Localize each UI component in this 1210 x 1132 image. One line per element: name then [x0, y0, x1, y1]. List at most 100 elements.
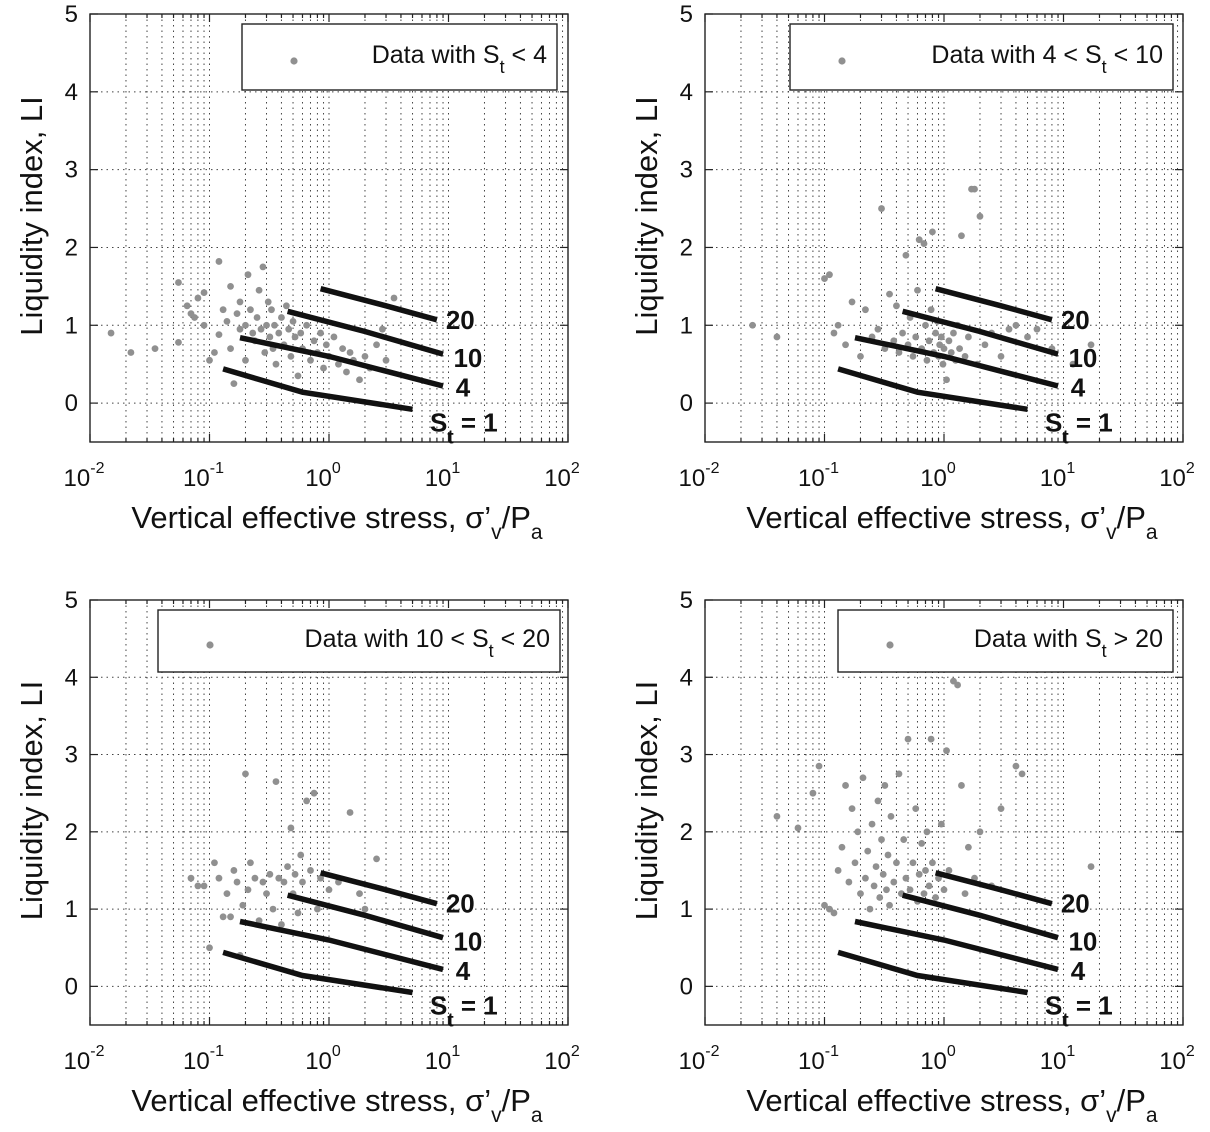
data-point [320, 364, 327, 372]
data-point [945, 337, 953, 345]
data-point [866, 905, 874, 913]
ticks [89, 13, 569, 442]
data-point [890, 337, 898, 345]
data-point [282, 302, 290, 310]
data-point [263, 321, 270, 329]
data-point [1012, 762, 1020, 770]
data-point [266, 870, 274, 878]
legend-label-prefix: Data with [974, 625, 1085, 653]
data-point [390, 294, 398, 302]
x-tick-base: 10 [305, 465, 332, 492]
data-point [862, 306, 869, 314]
data-point [291, 870, 299, 878]
x-tick-label: 100 [920, 1043, 956, 1075]
data-point [183, 302, 191, 310]
data-point [895, 770, 903, 778]
data-point [961, 890, 969, 898]
curve-label: 10 [453, 343, 482, 373]
sensitivity-curve [319, 870, 438, 907]
data-point [920, 890, 928, 898]
data-point [915, 870, 923, 878]
x-tick-base: 10 [544, 1048, 571, 1075]
y-axis-label: Liquidity index, LI [14, 96, 49, 336]
data-point [303, 321, 311, 329]
sensitivity-curve [934, 870, 1053, 907]
y-tick-label: 3 [680, 157, 693, 184]
x-axis-label-main: Vertical effective stress, σ’ [131, 1083, 491, 1118]
data-point [958, 782, 965, 789]
y-tick-label: 4 [680, 79, 693, 106]
curve-label: St = 1 [430, 991, 498, 1032]
data-point [878, 205, 885, 212]
data-point [275, 874, 283, 882]
sensitivity-curve [286, 892, 444, 941]
x-tick-base: 10 [1159, 1048, 1186, 1075]
data-point [947, 349, 955, 356]
data-point [264, 298, 272, 306]
data-point [902, 251, 910, 259]
legend-label-prefix: Data with 10 < [305, 625, 472, 653]
curve-label-value: 10 [1068, 927, 1097, 957]
x-axis-label-sub: a [1146, 1104, 1158, 1127]
data-point [864, 847, 872, 855]
curve-label-value: 20 [446, 305, 475, 335]
x-tick-label: 100 [305, 460, 341, 492]
x-tick-base: 10 [64, 465, 91, 492]
data-point [874, 325, 882, 333]
x-tick-label: 10-1 [183, 1043, 224, 1075]
data-point [206, 356, 213, 364]
legend-label-sub: t [489, 641, 494, 661]
sensitivity-curve [934, 286, 1053, 323]
x-axis-label-sub: v [491, 521, 502, 544]
data-point [280, 878, 288, 886]
legend: Data with St > 20 [837, 609, 1174, 673]
legend: Data with 10 < St < 20 [157, 609, 561, 673]
curve-label-var: S [1045, 408, 1062, 438]
data-point [200, 882, 208, 890]
curve-label-value: 10 [453, 343, 482, 373]
data-point [834, 867, 842, 874]
data-point [322, 341, 330, 349]
data-point [278, 314, 285, 321]
sensitivity-curve [222, 949, 413, 996]
data-point [884, 851, 892, 859]
data-point [925, 882, 933, 890]
sensitivity-curve [901, 892, 1059, 941]
data-point [958, 232, 965, 240]
data-point [1012, 321, 1020, 329]
legend-label-var: S [1085, 625, 1102, 653]
curve-label-value: 4 [456, 373, 471, 403]
curve-label-value: 20 [1061, 305, 1090, 335]
sensitivity-curve [837, 366, 1028, 413]
x-tick-exponent: 2 [1186, 460, 1195, 477]
curve-label-value: 10 [1068, 343, 1097, 373]
x-axis-label: Vertical effective stress, σ’v/Pa [746, 500, 1158, 544]
y-axis-label: Liquidity index, LI [629, 96, 664, 336]
y-axis-label: Liquidity index, LI [14, 681, 49, 921]
curve-label-value: 4 [1071, 956, 1086, 986]
data-point [249, 329, 257, 337]
data-point [932, 894, 939, 901]
x-axis-label-main: Vertical effective stress, σ’ [131, 500, 491, 535]
sensitivity-curve [286, 308, 444, 357]
data-point [289, 317, 297, 325]
curve-label-value: 4 [456, 956, 471, 986]
curve-label: 4 [1071, 956, 1086, 986]
x-tick-exponent: 0 [332, 460, 341, 477]
data-point [929, 228, 936, 236]
x-tick-base: 10 [920, 1048, 947, 1075]
data-point [271, 321, 278, 329]
data-point [227, 345, 234, 353]
data-point [914, 286, 921, 294]
data-point [936, 341, 944, 349]
data-point [330, 333, 338, 341]
data-point [904, 735, 912, 743]
data-point [346, 809, 354, 816]
data-point [943, 376, 950, 384]
y-tick-label: 1 [65, 312, 78, 339]
x-tick-exponent: 1 [451, 460, 460, 477]
x-tick-label: 101 [425, 1043, 461, 1075]
data-point [297, 329, 305, 337]
ticks [89, 599, 569, 1025]
